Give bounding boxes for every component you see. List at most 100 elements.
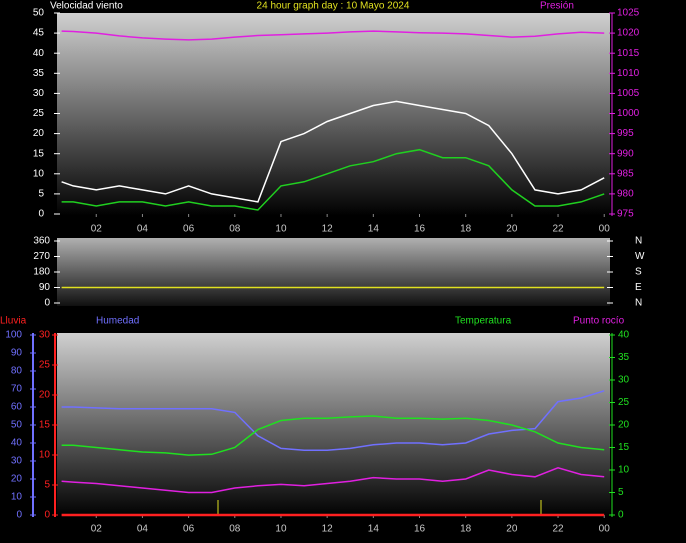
y2-tick-label: 985: [617, 168, 634, 179]
y3-tick-label: 5: [44, 480, 50, 491]
y-axis-title: Velocidad viento: [50, 1, 123, 12]
y2-tick-label: 35: [618, 352, 630, 363]
x-tick-label: 06: [183, 224, 195, 235]
series-line: [61, 467, 605, 494]
y2-tick-label: 30: [618, 375, 630, 386]
y-tick-label: 0: [44, 298, 50, 309]
y-tick-label: 30: [11, 456, 23, 467]
y2-tick-label: 1005: [617, 88, 640, 99]
y-tick-label: 90: [11, 348, 23, 359]
x-tick-label: 14: [368, 524, 380, 535]
y2-tick-label: 1025: [617, 8, 640, 19]
y2-tick-label: 995: [617, 128, 634, 139]
y-tick-label: 10: [11, 492, 23, 503]
y2-tick-label: S: [635, 267, 642, 278]
y-tick-label: 180: [33, 267, 50, 278]
x-tick-label: 20: [506, 524, 518, 535]
y-tick-label: 5: [38, 189, 44, 200]
legend-label: Punto rocío: [573, 316, 625, 327]
y-tick-label: 90: [39, 282, 51, 293]
x-tick-label: 22: [552, 224, 564, 235]
y-tick-label: 10: [33, 168, 45, 179]
series-line: [61, 30, 605, 41]
x-tick-label: 02: [91, 524, 103, 535]
x-tick-label: 10: [275, 524, 287, 535]
y3-tick-label: 0: [44, 510, 50, 521]
y2-axis-title: Presión: [540, 1, 574, 12]
y-tick-label: 80: [11, 366, 23, 377]
y2-tick-label: 1020: [617, 28, 640, 39]
chart-title: 24 hour graph day : 10 Mayo 2024: [257, 1, 410, 12]
y-tick-label: 50: [33, 8, 45, 19]
x-tick-label: 04: [137, 524, 149, 535]
y-tick-label: 25: [33, 108, 45, 119]
legend-label: Humedad: [96, 316, 139, 327]
y2-tick-label: 1000: [617, 108, 640, 119]
series-line: [61, 100, 605, 203]
y-tick-label: 70: [11, 384, 23, 395]
y2-tick-label: 10: [618, 465, 630, 476]
x-tick-label: 00: [599, 224, 611, 235]
x-tick-label: 18: [460, 524, 472, 535]
y-tick-label: 270: [33, 251, 50, 262]
x-tick-label: 02: [91, 224, 103, 235]
y2-tick-label: 0: [618, 510, 624, 521]
y2-tick-label: 1010: [617, 68, 640, 79]
y2-tick-label: N: [635, 298, 642, 309]
y3-tick-label: 10: [39, 450, 51, 461]
series-line: [61, 415, 605, 456]
y-tick-label: 60: [11, 402, 23, 413]
x-tick-label: 16: [414, 524, 426, 535]
y2-tick-label: 25: [618, 397, 630, 408]
y2-tick-label: 980: [617, 189, 634, 200]
y2-tick-label: 975: [617, 209, 634, 220]
x-tick-label: 12: [322, 524, 334, 535]
wind-plot-area: [57, 13, 610, 216]
y2-tick-label: W: [635, 251, 645, 262]
y2-tick-label: 40: [618, 330, 630, 341]
legend-label: Temperatura: [455, 316, 512, 327]
y-tick-label: 20: [33, 128, 45, 139]
y-tick-label: 0: [16, 510, 22, 521]
x-tick-label: 08: [229, 224, 241, 235]
y-tick-label: 0: [38, 209, 44, 220]
x-tick-label: 00: [599, 524, 611, 535]
y2-tick-label: 990: [617, 148, 634, 159]
y-tick-label: 40: [11, 438, 23, 449]
x-tick-label: 12: [322, 224, 334, 235]
y-tick-label: 40: [33, 48, 45, 59]
legend-label: Lluvia: [0, 316, 27, 327]
y3-tick-label: 25: [39, 360, 51, 371]
y2-tick-label: N: [635, 236, 642, 247]
y-tick-label: 45: [33, 28, 45, 39]
x-tick-label: 08: [229, 524, 241, 535]
y3-tick-label: 30: [39, 330, 51, 341]
x-tick-label: 22: [552, 524, 564, 535]
y2-tick-label: 5: [618, 487, 624, 498]
y3-tick-label: 20: [39, 390, 51, 401]
y-tick-label: 50: [11, 420, 23, 431]
series-line: [61, 390, 605, 451]
y-tick-label: 15: [33, 148, 45, 159]
y3-tick-label: 15: [39, 420, 51, 431]
y-tick-label: 30: [33, 88, 45, 99]
x-tick-label: 10: [275, 224, 287, 235]
y-tick-label: 35: [33, 68, 45, 79]
y-tick-label: 20: [11, 474, 23, 485]
y-tick-label: 360: [33, 236, 50, 247]
y-tick-label: 100: [5, 330, 22, 341]
x-tick-label: 04: [137, 224, 149, 235]
direction-plot-area: [57, 238, 610, 306]
x-tick-label: 14: [368, 224, 380, 235]
x-tick-label: 06: [183, 524, 195, 535]
series-line: [61, 148, 605, 211]
x-tick-label: 20: [506, 224, 518, 235]
y2-tick-label: 20: [618, 420, 630, 431]
humidity-plot-area: [57, 333, 610, 517]
y2-tick-label: 1015: [617, 48, 640, 59]
x-tick-label: 16: [414, 224, 426, 235]
y2-tick-label: 15: [618, 442, 630, 453]
x-tick-label: 18: [460, 224, 472, 235]
y2-tick-label: E: [635, 282, 642, 293]
